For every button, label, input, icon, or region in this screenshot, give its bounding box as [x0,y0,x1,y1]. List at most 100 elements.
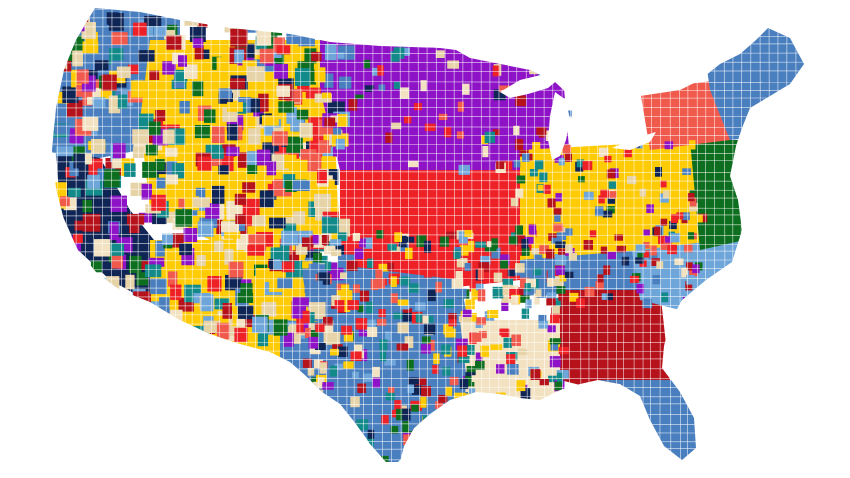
county-cell [537,432,546,443]
county-cell [500,259,508,269]
county-cell [365,319,376,331]
county-cell [330,239,342,246]
county-cell [322,382,334,390]
county-cell [234,327,248,343]
county-cell [79,153,93,165]
county-cell [453,249,460,259]
county-cell [448,313,457,320]
county-cell [375,269,383,279]
county-cell [529,421,539,432]
county-cell [555,193,563,202]
county-cell [165,147,178,157]
county-cell [609,191,617,199]
county-cell [52,182,67,198]
county-cell [469,283,481,292]
county-cell [363,59,371,69]
county-cell [56,307,71,325]
county-border-line [52,440,804,443]
county-cell [204,109,216,123]
county-cell [433,353,440,364]
county-cell [258,93,269,112]
county-cell [307,368,315,376]
county-cell [423,323,436,335]
county-cell [442,366,451,376]
county-cell [443,324,453,335]
county-cell [367,429,375,439]
county-cell [82,41,99,54]
county-cell [484,245,497,252]
county-cell [313,437,322,445]
county-cell [518,295,530,303]
county-cell [52,23,67,35]
county-cell [246,66,265,82]
county-cell [199,49,210,59]
county-cell [166,174,179,185]
county-cell [278,101,295,113]
county-cell [490,335,502,345]
county-cell [162,129,175,144]
county-cell [518,348,529,355]
county-cell [167,24,178,35]
county-cell [545,416,554,424]
county-cell [326,424,335,436]
county-cell [500,450,507,462]
county-cell [521,308,530,319]
lake-huron [582,100,604,126]
county-cell [194,125,210,139]
county-cell [515,360,527,372]
county-cell [227,102,243,112]
county-cell [434,452,447,461]
county-cell [595,281,604,290]
county-border-line [52,125,804,129]
county-cell [492,286,504,299]
county-cell [545,445,553,454]
lake-erie [612,132,656,150]
county-cell [74,220,87,231]
county-cell [528,224,537,235]
county-cell [477,468,485,475]
lake-michigan [548,92,570,160]
county-cell [420,396,427,408]
county-border-line [345,8,348,462]
county-cell [530,368,541,380]
county-cell [52,280,64,292]
county-cell [56,268,73,287]
county-cell [59,320,74,336]
county-cell [135,319,148,333]
county-cell [535,289,542,298]
county-cell [116,66,131,79]
county-cell [435,446,444,457]
county-cell [247,157,258,174]
lake-superior [500,74,560,98]
county-cell [156,177,166,189]
county-cell [372,377,380,388]
county-cell [183,335,193,347]
county-cell [154,25,167,37]
county-cell [553,297,561,308]
county-cell [99,331,116,348]
county-cell [553,223,564,232]
county-cell [95,60,109,71]
county-cell [406,359,414,371]
county-cell [54,282,69,299]
county-cell [376,318,387,326]
county-cell [99,325,117,337]
county-cell [321,234,329,245]
county-cell [256,30,272,46]
county-cell [241,198,260,215]
county-cell [554,381,562,391]
county-cell [379,351,387,362]
county-cell [214,240,224,252]
county-cell [538,314,547,324]
county-border-line [407,8,410,462]
county-cell [117,94,128,109]
county-cell [312,381,323,389]
county-cell [507,425,515,437]
county-cell [516,444,529,455]
county-cell [465,372,476,379]
county-cell [616,245,626,253]
county-cell [367,258,374,268]
county-cell [245,213,255,227]
